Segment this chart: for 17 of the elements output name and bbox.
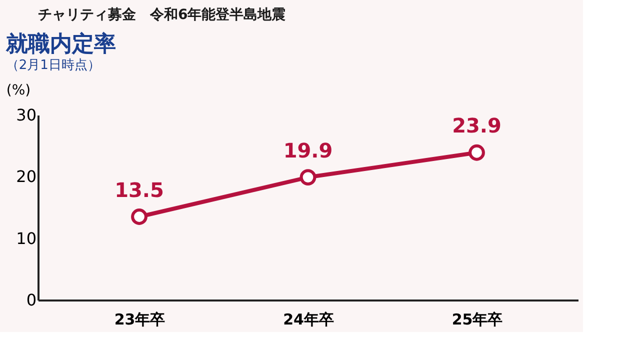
x-tick-label: 25年卒: [452, 310, 503, 328]
data-label: 13.5: [114, 178, 164, 202]
y-tick-label: 30: [16, 106, 36, 124]
point: [300, 169, 316, 186]
text: チャリティ募金 令和6年能登半島地震: [38, 7, 286, 23]
y-tick-label: 0: [26, 290, 36, 310]
y-tick-label: 20: [16, 167, 36, 186]
y-tick-label: 10: [16, 228, 36, 248]
x-tick-label: 24年卒: [283, 310, 334, 328]
y-axis-title: (%): [6, 82, 31, 98]
x-tick-label: 23年卒: [114, 310, 166, 328]
data-label: 19.9: [283, 138, 333, 162]
chart-subtitle: （2月1日時点）: [6, 58, 100, 73]
point: [131, 208, 148, 225]
point: [468, 144, 485, 161]
chart-title: 就職内定率: [4, 31, 116, 57]
data-label: 23.9: [452, 114, 502, 138]
